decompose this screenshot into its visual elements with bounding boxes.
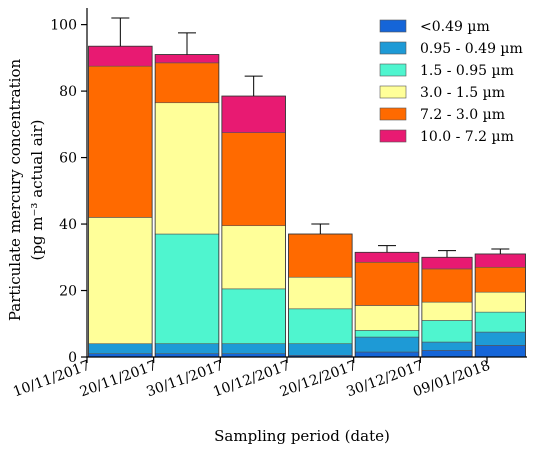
legend-label-2: 0.95 - 0.49 µm [420, 41, 523, 57]
bar-segment-4-series-4 [288, 276, 353, 310]
legend-swatch-2 [379, 41, 407, 55]
bar-segment-2-series-3 [154, 233, 220, 345]
bar-segment-7-series-6 [474, 253, 526, 268]
bar-segment-6-series-6 [421, 256, 473, 270]
bar-segment-5-series-6 [354, 252, 420, 263]
legend-swatch-1 [379, 19, 407, 33]
bar-segment-2-series-4 [154, 102, 220, 235]
y-axis-title-line1: Particulate mercury concentration [6, 59, 24, 322]
y-tick-label-100: 100 [50, 18, 77, 34]
bar-segment-7-series-5 [474, 266, 526, 293]
bar-segment-5-series-1 [354, 351, 420, 358]
x-tick-label-7: 09/01/2018 [411, 358, 492, 401]
y-axis-title-line2: (pg m⁻³ actual air) [28, 119, 46, 260]
bar-segment-4-series-2 [288, 343, 353, 356]
legend-label-6: 10.0 - 7.2 µm [420, 129, 514, 145]
bar-segment-2-series-6 [154, 54, 220, 64]
bar-segment-5-series-5 [354, 261, 420, 306]
legend: <0.49 µm 0.95 - 0.49 µm 1.5 - 0.95 µm 3.0 -… [379, 19, 523, 145]
bar-segment-3-series-4 [221, 225, 286, 290]
bar-segment-3-series-5 [221, 132, 286, 227]
x-axis-title: Sampling period (date) [214, 427, 390, 445]
legend-label-4: 3.0 - 1.5 µm [420, 85, 505, 101]
bar-segment-4-series-5 [288, 233, 353, 278]
legend-swatch-6 [379, 129, 407, 143]
bar-segment-5-series-4 [354, 305, 420, 331]
bar-segment-2-series-5 [154, 62, 220, 104]
bar-segment-1-series-2 [88, 343, 153, 354]
bar-segment-2-series-2 [154, 343, 220, 354]
bar-segment-1-series-6 [88, 45, 153, 67]
error-bars-layer [111, 17, 510, 258]
bar-segment-7-series-4 [474, 291, 526, 313]
bar-segment-6-series-5 [421, 268, 473, 303]
bar-segment-6-series-1 [421, 350, 473, 358]
bar-segment-1-series-5 [88, 65, 153, 218]
legend-label-5: 7.2 - 3.0 µm [420, 107, 505, 123]
bar-segment-7-series-3 [474, 311, 526, 333]
bar-segment-1-series-4 [88, 217, 153, 345]
y-tick-label-0: 0 [68, 350, 77, 366]
bars-layer [88, 45, 526, 358]
bar-segment-4-series-3 [288, 308, 353, 345]
bar-segment-7-series-2 [474, 331, 526, 346]
y-tick-label-60: 60 [59, 151, 77, 167]
bar-segment-6-series-4 [421, 301, 473, 321]
bar-segment-6-series-3 [421, 320, 473, 343]
bar-segment-3-series-2 [221, 343, 286, 354]
legend-label-1: <0.49 µm [420, 19, 490, 35]
bar-segment-7-series-1 [474, 345, 526, 358]
bar-segment-3-series-6 [221, 95, 286, 133]
bar-segment-5-series-3 [354, 330, 420, 338]
bar-segment-5-series-2 [354, 336, 420, 353]
bar-segment-6-series-2 [421, 341, 473, 351]
legend-label-3: 1.5 - 0.95 µm [420, 63, 514, 79]
y-tick-label-20: 20 [59, 284, 77, 300]
legend-swatch-3 [379, 63, 407, 77]
bar-segment-3-series-3 [221, 288, 286, 345]
legend-swatch-5 [379, 107, 407, 121]
y-tick-label-80: 80 [59, 84, 77, 100]
y-tick-label-40: 40 [59, 217, 77, 233]
legend-swatch-4 [379, 85, 407, 99]
